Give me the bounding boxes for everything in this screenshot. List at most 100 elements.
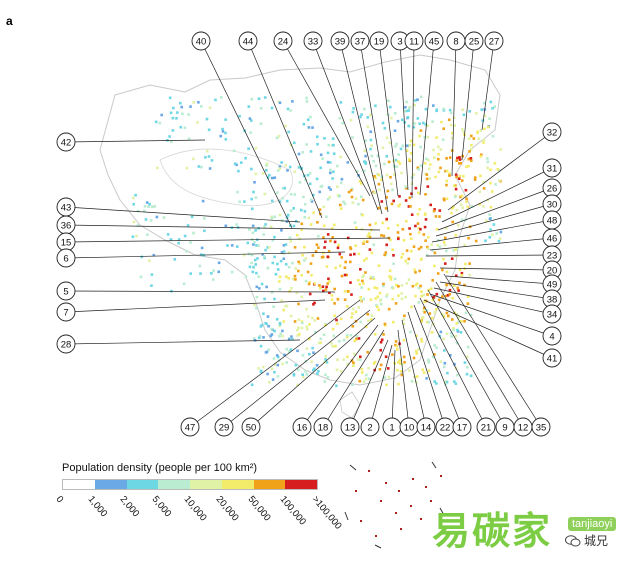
density-cell	[375, 303, 378, 307]
density-cell	[250, 253, 254, 257]
density-cell	[262, 312, 265, 315]
density-cell	[322, 236, 325, 239]
density-cell	[453, 362, 456, 366]
density-cell	[363, 107, 366, 111]
callout-label: 19	[374, 37, 385, 48]
density-cell	[409, 232, 412, 236]
density-cell	[454, 248, 457, 251]
density-cell	[460, 194, 464, 198]
callout-label: 44	[243, 37, 254, 48]
density-cell	[289, 314, 293, 318]
legend-swatch	[94, 480, 127, 489]
density-cell	[294, 278, 297, 281]
leader-line	[247, 40, 323, 219]
density-cell	[486, 160, 490, 164]
density-cell	[329, 168, 332, 172]
density-cell	[275, 136, 279, 140]
density-cell	[488, 213, 491, 216]
density-cell	[422, 371, 426, 374]
density-cell	[414, 271, 417, 274]
density-cell	[336, 185, 339, 188]
density-cell	[211, 278, 215, 281]
density-cell	[400, 292, 403, 295]
density-cell	[419, 245, 423, 249]
density-cell	[446, 371, 449, 375]
density-cell	[389, 276, 393, 279]
callout-circle	[191, 31, 211, 51]
density-cell	[291, 261, 294, 265]
density-cell	[361, 275, 364, 279]
density-cell	[318, 284, 321, 287]
density-cell	[197, 101, 200, 104]
density-cell	[410, 213, 414, 216]
density-cell	[463, 283, 466, 287]
density-cell	[377, 308, 381, 312]
density-cell	[238, 200, 241, 203]
density-cell	[183, 126, 187, 130]
density-cell	[279, 259, 283, 263]
density-cell	[370, 154, 374, 158]
density-cell	[410, 305, 413, 309]
density-cell	[308, 337, 311, 341]
callout-circle	[542, 158, 562, 178]
density-cell	[443, 243, 447, 247]
density-cell	[463, 361, 467, 364]
callout-label: 15	[61, 238, 72, 249]
density-cell	[458, 162, 461, 165]
density-cell	[377, 173, 380, 177]
density-cell	[370, 314, 374, 317]
density-cell	[336, 194, 340, 197]
density-cell	[435, 346, 438, 349]
density-cell	[251, 231, 255, 235]
density-cell	[447, 314, 450, 318]
density-cell	[412, 143, 416, 147]
callout-label: 35	[536, 423, 547, 434]
density-cell	[268, 246, 271, 249]
density-cell	[166, 233, 170, 236]
density-cell	[250, 383, 254, 387]
density-cell	[466, 295, 470, 298]
density-cell	[328, 280, 331, 283]
watermark-logo-text: 易碳家	[432, 509, 553, 553]
density-cell	[391, 248, 394, 251]
density-cell	[316, 317, 320, 320]
density-cell	[396, 231, 400, 234]
density-cell	[255, 271, 258, 275]
density-cell	[269, 334, 273, 338]
density-cell	[309, 223, 313, 226]
density-cell	[418, 207, 421, 211]
density-cell	[316, 135, 319, 139]
density-cell	[445, 226, 448, 230]
density-cell	[445, 169, 449, 173]
density-cell	[185, 250, 188, 253]
density-cell	[389, 278, 393, 281]
density-cell	[270, 327, 273, 331]
density-cell	[271, 261, 275, 265]
density-cell	[304, 257, 308, 260]
density-cell	[489, 228, 492, 231]
density-cell	[230, 244, 234, 247]
density-cell	[304, 370, 307, 373]
density-cell	[395, 142, 398, 146]
density-cell	[426, 124, 430, 128]
density-cell	[386, 367, 390, 370]
density-cell	[272, 305, 275, 308]
density-cell	[310, 200, 314, 203]
density-cell	[400, 256, 403, 259]
density-cell	[270, 216, 274, 220]
island-dot	[410, 505, 412, 507]
density-cell	[182, 282, 186, 286]
callout-circle	[452, 417, 472, 437]
density-cell	[322, 289, 325, 293]
density-cell	[455, 373, 459, 377]
density-cell	[136, 209, 140, 213]
density-cell	[495, 232, 498, 235]
density-cell	[240, 161, 243, 164]
density-cell	[361, 198, 365, 202]
density-cell	[384, 355, 388, 358]
density-cell	[263, 96, 267, 99]
density-cell	[437, 298, 441, 302]
density-cell	[295, 291, 299, 294]
density-cell	[467, 157, 471, 161]
density-cell	[399, 362, 402, 365]
